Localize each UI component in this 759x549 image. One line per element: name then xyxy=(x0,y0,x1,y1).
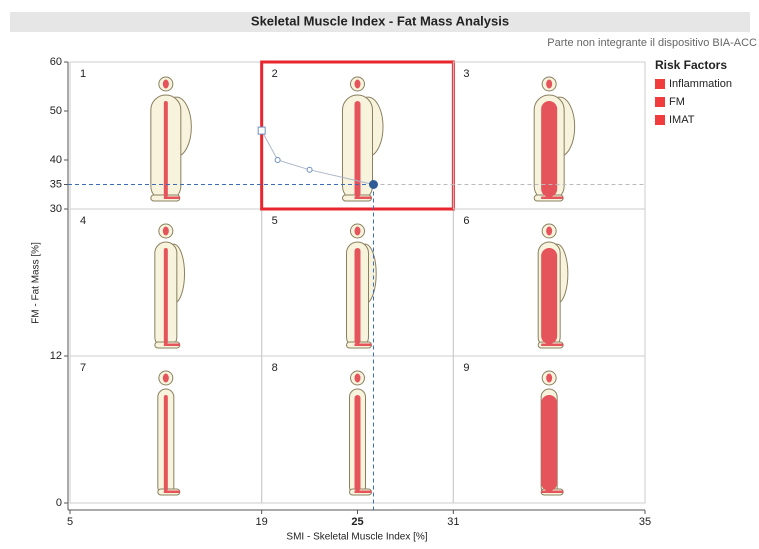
point xyxy=(275,158,280,163)
figure-head-core xyxy=(355,227,361,236)
cell-label: 1 xyxy=(80,68,86,80)
y-tick-label: 12 xyxy=(50,350,62,362)
cell-label: 9 xyxy=(463,362,469,374)
figure-head-core xyxy=(546,227,552,236)
y-axis-label: FM - Fat Mass [%] xyxy=(31,242,42,324)
body-figure xyxy=(541,371,563,495)
y-tick-label: 30 xyxy=(50,203,62,215)
y-tick-label: 60 xyxy=(50,56,62,68)
chart: Skeletal Muscle Index - Fat Mass Analysi… xyxy=(0,0,759,544)
body-figure xyxy=(155,224,185,348)
figure-head-core xyxy=(546,80,552,89)
x-axis-label: SMI - Skeletal Muscle Index [%] xyxy=(286,532,427,543)
figure-muscle xyxy=(541,248,557,344)
legend-item: IMAT xyxy=(669,114,695,126)
chart-title: Skeletal Muscle Index - Fat Mass Analysi… xyxy=(251,13,509,28)
figure-head-core xyxy=(546,374,552,383)
figure-muscle xyxy=(164,101,168,197)
cell-label: 7 xyxy=(80,362,86,374)
body-figure xyxy=(534,77,575,201)
cell-label: 6 xyxy=(463,215,469,227)
body-figure xyxy=(350,371,372,495)
y-tick-label: 40 xyxy=(50,154,62,166)
figure-head-core xyxy=(163,374,169,383)
legend-item: Inflammation xyxy=(669,78,732,90)
figure-muscle xyxy=(355,101,361,197)
cell-label: 8 xyxy=(272,362,278,374)
figure-head-core xyxy=(355,374,361,383)
figure-muscle xyxy=(164,248,168,344)
figure-foot-muscle xyxy=(541,491,563,494)
figure-foot-muscle xyxy=(355,491,372,494)
legend-title: Risk Factors xyxy=(655,58,727,72)
start-point xyxy=(258,127,265,134)
body-figure xyxy=(347,224,377,348)
figure-foot-muscle xyxy=(541,197,563,200)
figure-muscle xyxy=(541,395,557,491)
body-figure xyxy=(158,371,180,495)
y-tick-label: 50 xyxy=(50,105,62,117)
figure-foot-muscle xyxy=(164,197,180,200)
legend-item: FM xyxy=(669,96,685,108)
figure-head-core xyxy=(355,80,361,89)
figure-foot-muscle xyxy=(355,344,372,347)
body-figure xyxy=(151,77,192,201)
x-tick-label: 5 xyxy=(67,516,73,528)
figure-head-core xyxy=(163,227,169,236)
chart-subtitle: Parte non integrante il dispositivo BIA-… xyxy=(547,37,757,49)
cell-label: 3 xyxy=(463,68,469,80)
point xyxy=(307,167,312,172)
figure-foot-muscle xyxy=(541,344,563,347)
cell-label: 4 xyxy=(80,215,86,227)
legend-swatch xyxy=(655,79,665,89)
x-tick-label: 35 xyxy=(639,516,651,528)
cell-label: 2 xyxy=(272,68,278,80)
figure-muscle xyxy=(164,395,168,491)
figure-foot-muscle xyxy=(355,197,372,200)
body-figure xyxy=(538,224,568,348)
figure-foot-muscle xyxy=(164,491,180,494)
figure-muscle xyxy=(355,395,361,491)
legend-swatch xyxy=(655,97,665,107)
cell-label: 5 xyxy=(272,215,278,227)
legend-swatch xyxy=(655,115,665,125)
x-tick-label: 25 xyxy=(351,516,363,528)
y-tick-label: 0 xyxy=(56,497,62,509)
figure-head-core xyxy=(163,80,169,89)
figure-muscle xyxy=(355,248,361,344)
figure-muscle xyxy=(541,101,557,197)
figure-foot-muscle xyxy=(164,344,180,347)
y-tick-label: 35 xyxy=(50,178,62,190)
current-point xyxy=(369,181,377,189)
x-tick-label: 19 xyxy=(256,516,268,528)
x-tick-label: 31 xyxy=(447,516,459,528)
